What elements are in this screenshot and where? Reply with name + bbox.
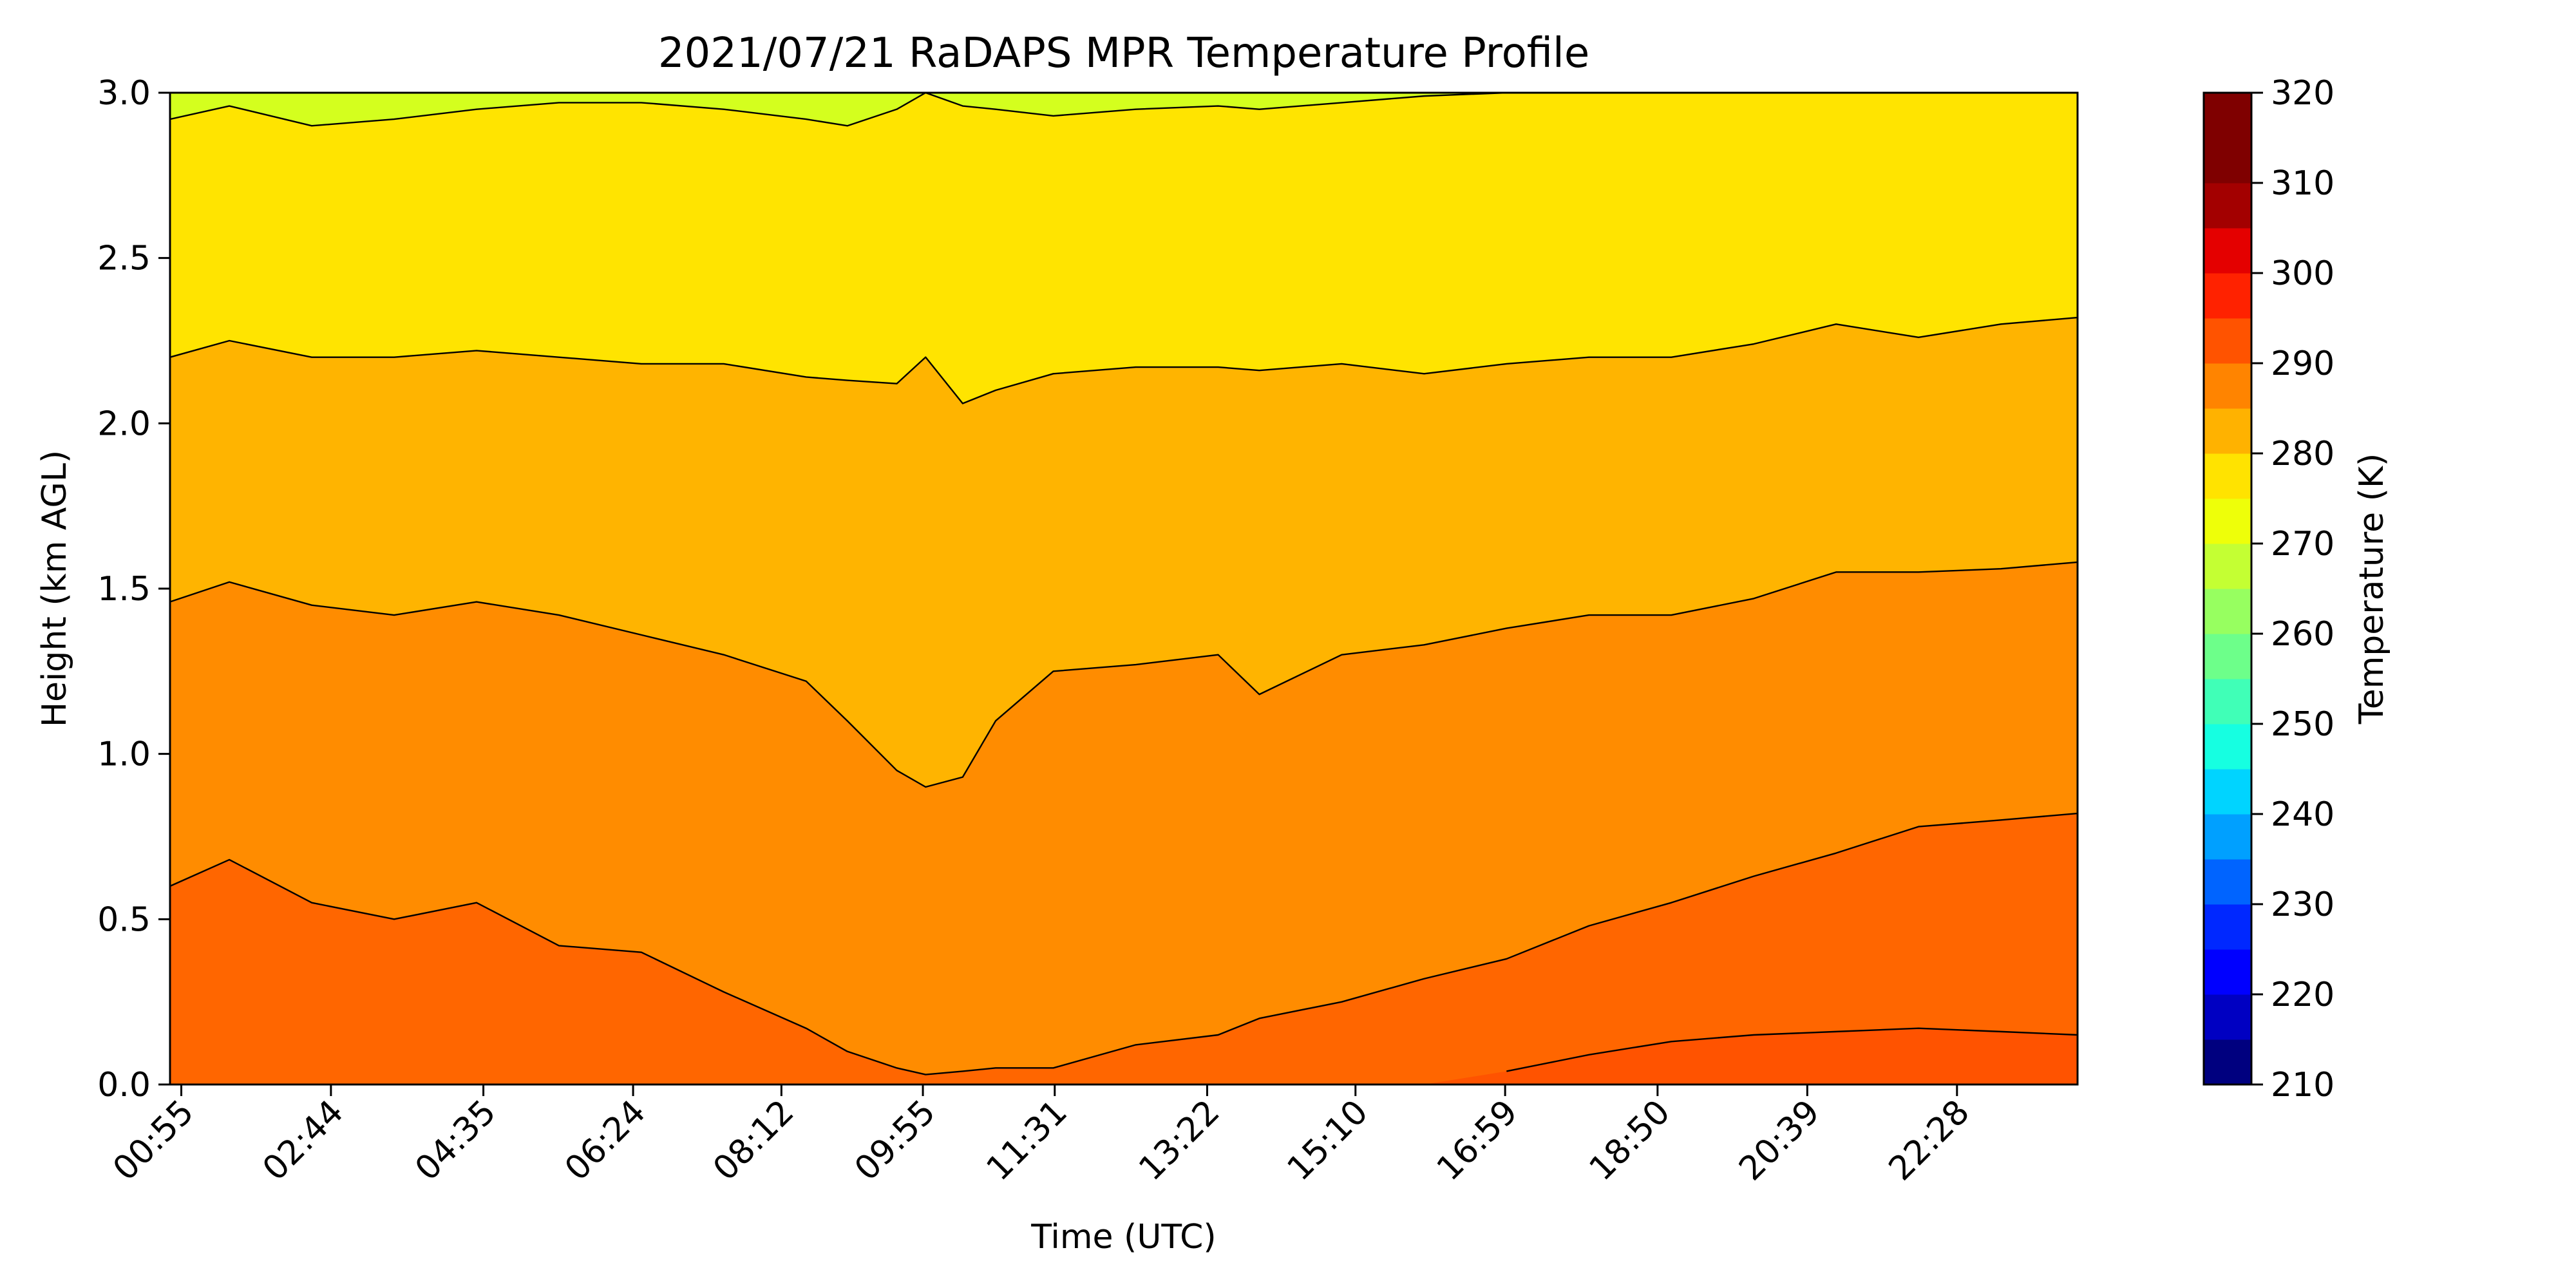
colorbar-segment	[2204, 498, 2251, 544]
contour-iso_300	[170, 812, 2078, 1075]
colorbar-frame	[2202, 91, 2253, 1086]
y-axis: 0.0 0.5 1.0 1.5 2.0 2.5 3.0	[97, 74, 170, 1104]
colorbar-segment	[2204, 859, 2251, 905]
colorbar-segment	[2204, 453, 2251, 499]
contour-iso_285	[170, 93, 2078, 127]
x-tick-label: 00:55	[106, 1093, 201, 1188]
colorbar-segment	[2204, 949, 2251, 995]
contour-iso_295	[170, 561, 2078, 788]
colorbar-tick-label: 250	[2271, 705, 2334, 744]
colorbar-tick-label: 310	[2271, 164, 2334, 203]
colorbar-segment	[2204, 1039, 2251, 1085]
x-tick-label: 16:59	[1430, 1093, 1525, 1188]
y-tick-label: 1.0	[97, 735, 151, 774]
colorbar-segment	[2204, 679, 2251, 724]
band-300-305	[170, 1028, 2078, 1084]
x-tick-label: 09:55	[848, 1093, 943, 1188]
y-tick-label: 2.5	[97, 240, 151, 278]
chart-title: 2021/07/21 RaDAPS MPR Temperature Profil…	[658, 30, 1589, 77]
plot-area	[170, 93, 2078, 1084]
x-tick-label: 04:35	[408, 1093, 503, 1188]
colorbar-tick-label: 230	[2271, 886, 2334, 924]
colorbar	[2202, 91, 2253, 1086]
x-tick-label: 02:44	[256, 1093, 351, 1188]
x-axis: 00:55 02:44 04:35 06:24 08:12 09:55 11:31 13:22…	[106, 1084, 1977, 1188]
x-tick-label: 18:50	[1582, 1093, 1678, 1188]
y-tick-label: 0.0	[97, 1066, 151, 1104]
colorbar-segment	[2204, 904, 2251, 950]
colorbar-tick-label: 300	[2271, 254, 2334, 293]
colorbar-segment	[2204, 408, 2251, 454]
contour-bands	[170, 93, 2078, 1084]
colorbar-axis: 210 220 230 240 250 260 270 280 290 300 310 320	[2251, 74, 2334, 1104]
colorbar-segment	[2204, 544, 2251, 589]
colorbar-segment	[2204, 93, 2251, 138]
colorbar-segment	[2204, 994, 2251, 1040]
colorbar-tick-label: 210	[2271, 1066, 2334, 1104]
y-tick-label: 1.5	[97, 570, 151, 609]
colorbar-segment	[2204, 273, 2251, 319]
colorbar-segment	[2204, 138, 2251, 184]
x-axis-label: Time (UTC)	[1030, 1218, 1216, 1256]
y-tick-label: 2.0	[97, 404, 151, 443]
y-axis-label: Height (km AGL)	[35, 450, 74, 727]
colorbar-segment	[2204, 769, 2251, 815]
band-295-300	[170, 813, 2078, 1084]
colorbar-segment	[2204, 228, 2251, 274]
colorbar-segment	[2204, 318, 2251, 364]
y-tick-label: 3.0	[97, 74, 151, 113]
colorbar-tick-label: 220	[2271, 976, 2334, 1014]
colorbar-tick-label: 260	[2271, 615, 2334, 654]
colorbar-segment	[2204, 363, 2251, 409]
y-tick-label: 0.5	[97, 900, 151, 939]
x-tick-label: 11:31	[980, 1093, 1075, 1188]
x-tick-label: 06:24	[558, 1093, 653, 1188]
colorbar-label: Temperature (K)	[2353, 453, 2391, 725]
colorbar-segment	[2204, 589, 2251, 634]
colorbar-segment	[2204, 183, 2251, 229]
contour-iso_290	[170, 316, 2078, 404]
x-tick-label: 22:28	[1882, 1093, 1977, 1188]
contour-lines	[170, 93, 2078, 1075]
colorbar-tick-label: 290	[2271, 345, 2334, 383]
colorbar-segment	[2204, 724, 2251, 770]
x-tick-label: 15:10	[1280, 1093, 1376, 1188]
x-tick-label: 20:39	[1732, 1093, 1827, 1188]
colorbar-tick-label: 270	[2271, 525, 2334, 564]
contour-iso_305	[1506, 1027, 2078, 1072]
colorbar-tick-label: 240	[2271, 795, 2334, 834]
colorbar-segment	[2204, 634, 2251, 679]
colorbar-tick-label: 280	[2271, 435, 2334, 473]
x-tick-label: 08:12	[706, 1093, 801, 1188]
x-tick-label: 13:22	[1132, 1093, 1227, 1188]
colorbar-tick-label: 320	[2271, 74, 2334, 113]
colorbar-segment	[2204, 814, 2251, 860]
